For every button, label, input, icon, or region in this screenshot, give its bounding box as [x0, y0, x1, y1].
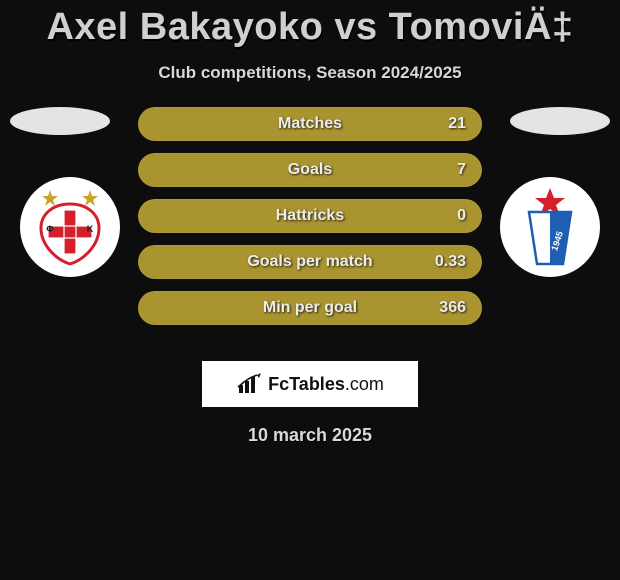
stat-label: Matches [278, 115, 342, 133]
date-text: 10 march 2025 [0, 425, 620, 446]
brand-chart-icon [236, 373, 264, 395]
svg-text:Φ: Φ [46, 224, 54, 234]
subtitle: Club competitions, Season 2024/2025 [0, 63, 620, 83]
stat-value: 0 [457, 207, 466, 225]
stat-bar-matches: Matches 21 [138, 107, 482, 141]
brand-text: FcTables.com [268, 374, 384, 395]
stat-label: Goals [288, 161, 332, 179]
stat-value: 7 [457, 161, 466, 179]
stat-label: Min per goal [263, 299, 357, 317]
svg-text:K: K [87, 224, 94, 234]
comparison-arena: Φ K 1945 Matches 21 Goals 7 Hattricks 0 … [0, 107, 620, 347]
stat-value: 0.33 [435, 253, 466, 271]
club-badge-right: 1945 [500, 177, 600, 277]
crest-right-icon: 1945 [505, 182, 595, 272]
player-right-head [510, 107, 610, 135]
crest-left-icon: Φ K [25, 182, 115, 272]
stat-value: 21 [448, 115, 466, 133]
stat-label: Hattricks [276, 207, 344, 225]
stat-bar-goals-per-match: Goals per match 0.33 [138, 245, 482, 279]
stat-bar-min-per-goal: Min per goal 366 [138, 291, 482, 325]
brand-suffix: .com [345, 374, 384, 394]
stat-value: 366 [439, 299, 466, 317]
brand-name: FcTables [268, 374, 345, 394]
stat-label: Goals per match [247, 253, 372, 271]
brand-badge[interactable]: FcTables.com [202, 361, 418, 407]
stat-bar-hattricks: Hattricks 0 [138, 199, 482, 233]
stat-bar-goals: Goals 7 [138, 153, 482, 187]
page-title: Axel Bakayoko vs TomoviÄ‡ [0, 0, 620, 49]
player-left-head [10, 107, 110, 135]
club-badge-left: Φ K [20, 177, 120, 277]
stat-bars: Matches 21 Goals 7 Hattricks 0 Goals per… [138, 107, 482, 337]
